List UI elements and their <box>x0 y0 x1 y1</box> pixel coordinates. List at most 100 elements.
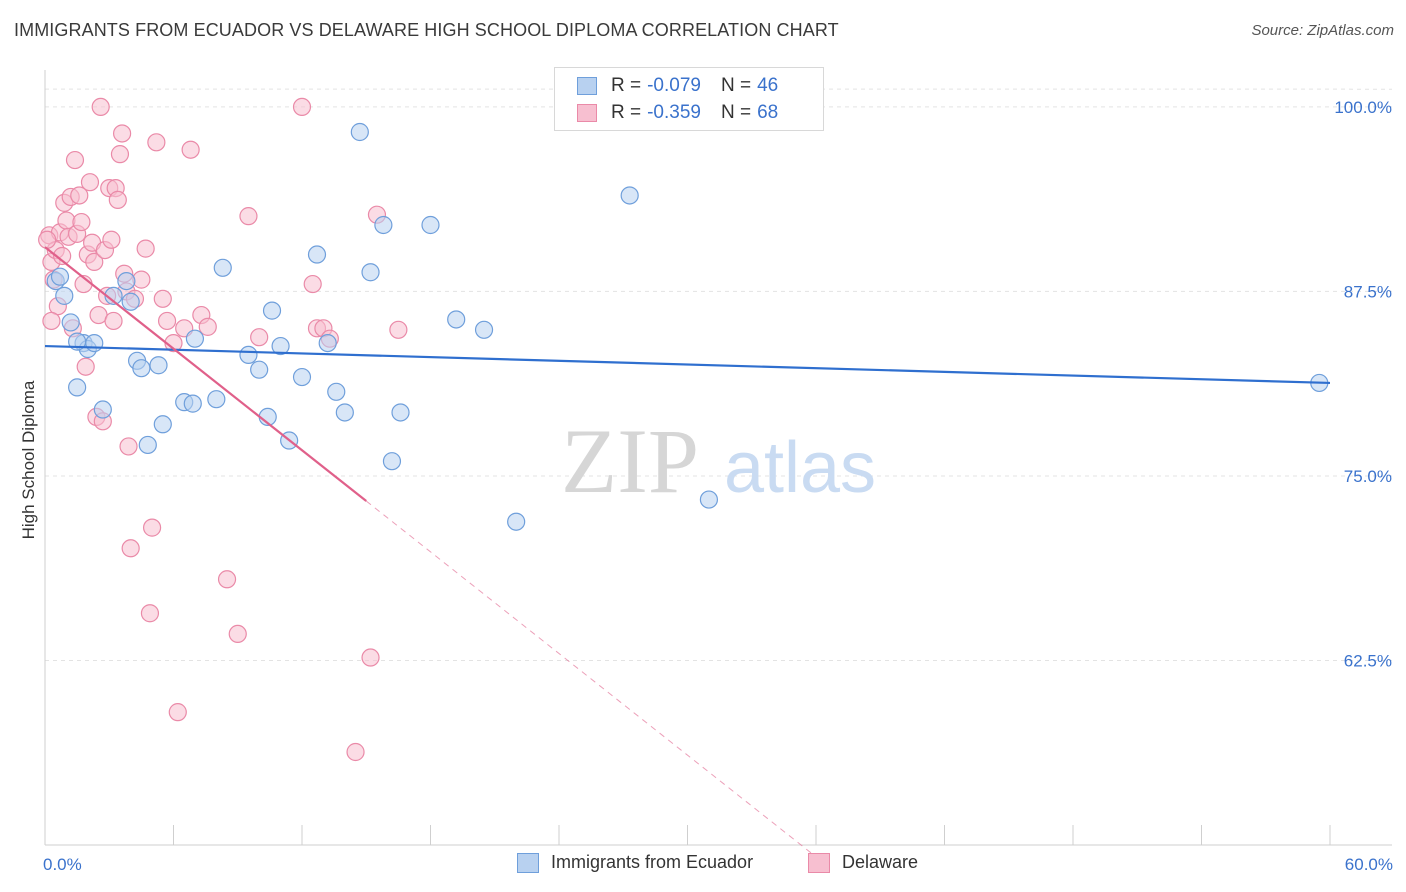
data-point <box>228 624 247 644</box>
data-point <box>153 289 172 308</box>
data-point <box>85 252 104 272</box>
data-point <box>121 292 140 311</box>
data-point <box>318 333 337 353</box>
legend-swatch-blue <box>577 77 597 95</box>
gridlines <box>44 88 1393 661</box>
data-point <box>65 150 85 170</box>
data-point <box>181 140 200 159</box>
data-point <box>112 124 132 143</box>
data-point <box>104 311 123 331</box>
tick-labels: 62.5% 75.0% 87.5% 100.0% 0.0% 60.0% <box>43 98 1393 874</box>
data-point <box>136 239 155 258</box>
data-point <box>140 604 160 623</box>
data-point <box>374 215 393 235</box>
source-label: Source: ZipAtlas.com <box>1251 22 1394 39</box>
data-point <box>207 390 226 409</box>
data-point <box>70 186 89 205</box>
data-point <box>38 230 57 249</box>
data-point <box>119 437 138 456</box>
x-tick-label: 0.0% <box>43 855 82 874</box>
axes <box>44 70 1392 846</box>
watermark-atlas: atlas <box>724 428 876 508</box>
data-point <box>250 360 269 379</box>
legend-n-value: 68 <box>757 102 779 123</box>
data-point <box>142 518 162 537</box>
data-point <box>157 311 177 331</box>
trend-lines <box>44 246 1331 858</box>
data-point <box>108 190 127 210</box>
data-point <box>185 329 205 348</box>
stats-legend: R = -0.079 N = 46 R = -0.359 N = 68 <box>554 67 824 131</box>
data-point <box>421 215 440 235</box>
data-point <box>149 356 168 375</box>
data-point <box>68 378 87 397</box>
data-point <box>292 367 312 387</box>
data-point <box>117 271 136 291</box>
legend-item-ecuador[interactable]: Immigrants from Ecuador <box>517 852 753 873</box>
ecuador-points <box>46 122 1329 531</box>
data-point <box>147 133 166 152</box>
data-point <box>327 382 346 401</box>
y-tick-label: 62.5% <box>1344 651 1392 670</box>
data-point <box>391 403 410 422</box>
chart-title: IMMIGRANTS FROM ECUADOR VS DELAWARE HIGH… <box>14 20 839 40</box>
data-point <box>361 263 380 282</box>
y-tick-label: 75.0% <box>1344 467 1392 486</box>
data-point <box>271 336 290 356</box>
watermark: ZIP atlas <box>561 410 876 512</box>
data-point <box>121 539 140 558</box>
data-point <box>93 400 112 419</box>
data-point <box>346 742 365 762</box>
legend-series-name: Delaware <box>842 852 919 872</box>
legend-swatch-blue <box>517 852 539 873</box>
legend-item-delaware[interactable]: Delaware <box>808 852 918 873</box>
ecuador-trend-line <box>44 344 1331 385</box>
data-point <box>132 270 151 289</box>
data-point <box>61 313 80 332</box>
data-point <box>55 286 74 305</box>
delaware-trend-line <box>44 246 367 502</box>
data-point <box>110 145 130 164</box>
x-tick-label: 60.0% <box>1345 855 1393 874</box>
data-point <box>335 403 354 422</box>
legend-r-value: -0.359 <box>647 102 701 123</box>
data-point <box>50 267 70 286</box>
y-tick-label: 87.5% <box>1344 282 1392 301</box>
delaware-trend-extension <box>365 500 817 858</box>
data-point <box>80 173 100 192</box>
legend-n-label: N = <box>720 102 752 123</box>
legend-swatch-pink <box>808 852 830 873</box>
data-point <box>389 320 408 339</box>
data-point <box>382 452 402 471</box>
data-point <box>699 490 719 509</box>
y-tick-label: 100.0% <box>1334 98 1392 117</box>
data-point <box>102 230 121 249</box>
data-point <box>239 207 258 226</box>
data-point <box>168 703 187 722</box>
legend-row-ecuador: R = -0.079 N = 46 <box>577 74 778 98</box>
delaware-points <box>38 97 408 762</box>
data-point <box>76 357 95 376</box>
data-point <box>85 333 104 353</box>
data-point <box>307 245 327 264</box>
data-point <box>132 359 151 378</box>
data-point <box>138 435 157 455</box>
data-point <box>303 274 322 294</box>
data-point <box>91 97 110 117</box>
data-point <box>447 310 466 329</box>
data-point <box>198 317 217 336</box>
legend-series-name: Immigrants from Ecuador <box>551 852 754 872</box>
data-point <box>350 122 369 142</box>
data-point <box>292 97 312 117</box>
legend-swatch-pink <box>577 104 597 122</box>
legend-row-delaware: R = -0.359 N = 68 <box>577 101 778 125</box>
legend-n-label: N = <box>720 75 752 96</box>
data-point <box>262 301 282 320</box>
data-point <box>239 345 258 365</box>
watermark-zip: ZIP <box>561 410 699 512</box>
data-point <box>183 394 202 413</box>
data-point <box>153 415 172 434</box>
data-point <box>250 328 269 347</box>
legend-n-value: 46 <box>757 75 779 96</box>
data-point <box>217 570 237 589</box>
